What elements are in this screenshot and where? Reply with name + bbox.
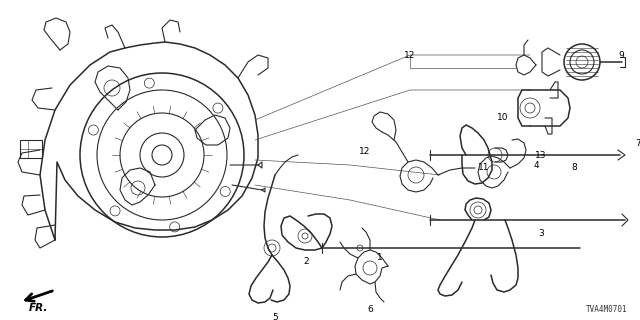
Text: FR.: FR.: [28, 303, 48, 313]
Text: 7: 7: [635, 139, 640, 148]
Text: 8: 8: [571, 163, 577, 172]
Text: 5: 5: [272, 314, 278, 320]
Text: TVA4M0701: TVA4M0701: [586, 305, 628, 314]
Text: 2: 2: [303, 258, 309, 267]
Text: 9: 9: [618, 51, 624, 60]
Text: 3: 3: [538, 228, 543, 237]
Text: 10: 10: [497, 114, 508, 123]
Text: 4: 4: [534, 161, 539, 170]
Text: 11: 11: [478, 164, 490, 172]
Text: 12: 12: [404, 51, 415, 60]
Text: 6: 6: [367, 306, 373, 315]
Bar: [20, 140, 42, 158]
Text: 12: 12: [358, 148, 370, 156]
Text: 1: 1: [377, 253, 383, 262]
Text: 13: 13: [535, 150, 547, 159]
